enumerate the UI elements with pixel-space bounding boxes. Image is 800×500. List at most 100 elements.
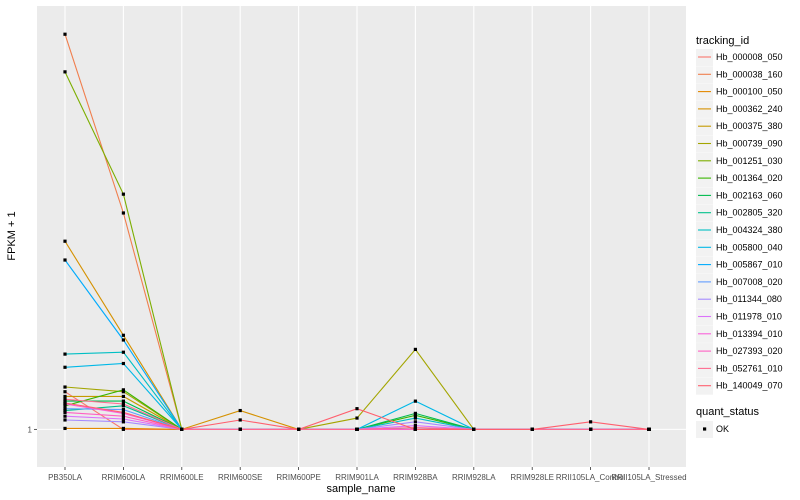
legend-label: Hb_000362_240 [716, 104, 783, 114]
data-point [238, 418, 242, 422]
x-axis-title: sample_name [326, 483, 395, 495]
legend-label: Hb_007008_020 [716, 277, 783, 287]
data-point [413, 425, 417, 430]
data-point [121, 338, 125, 342]
data-point [63, 258, 67, 262]
data-point [121, 333, 125, 337]
x-tick-label: RRIM600LE [160, 473, 204, 482]
legend-label: Hb_004324_380 [716, 225, 783, 235]
legend: tracking_id Hb_000008_050Hb_000038_160Hb… [696, 35, 783, 438]
data-point [63, 385, 67, 389]
data-point [63, 404, 67, 408]
legend-label: Hb_001251_030 [716, 156, 783, 166]
legend-label: Hb_000739_090 [716, 139, 783, 149]
data-point [63, 414, 67, 418]
data-point [647, 427, 651, 431]
data-point [63, 418, 67, 422]
data-point [63, 410, 67, 415]
legend-label: Hb_013394_010 [716, 329, 783, 339]
data-point [238, 427, 242, 431]
data-point [355, 416, 359, 420]
legend-label: Hb_001364_020 [716, 173, 783, 183]
data-point [63, 394, 67, 399]
legend-label: Hb_027393_020 [716, 346, 783, 356]
data-point [530, 427, 534, 431]
legend-label: Hb_002805_320 [716, 208, 783, 218]
legend-label: Hb_005800_040 [716, 242, 783, 252]
y-axis-title: FPKM + 1 [6, 211, 18, 260]
x-tick-label: RRIM928LA [452, 473, 496, 482]
data-point [355, 427, 359, 431]
data-point [63, 239, 67, 243]
x-tick-label: RRIM600LA [102, 473, 146, 482]
legend-label: Hb_000375_380 [716, 121, 783, 131]
x-axis-ticks: PB350LA RRIM600LA RRIM600LE RRIM600SE RRIM60… [48, 467, 687, 482]
panel-background [37, 6, 686, 467]
legend-label: Hb_011978_010 [716, 312, 782, 322]
square-marker-icon [703, 427, 707, 431]
data-point [121, 361, 125, 366]
shape-legend-label: OK [716, 424, 729, 434]
x-tick-label: RRIM901LA [335, 473, 379, 482]
data-point [121, 420, 125, 424]
data-point [121, 388, 125, 392]
data-point [63, 408, 67, 413]
data-point [121, 410, 125, 415]
data-point [63, 426, 67, 431]
data-point [121, 402, 125, 406]
data-point [413, 347, 417, 351]
legend-items: Hb_000008_050 Hb_000038_160 Hb_000100_050 H… [696, 49, 783, 395]
data-point [238, 408, 242, 413]
data-point [413, 411, 417, 415]
data-point [63, 407, 67, 411]
data-point [121, 192, 125, 196]
legend-label: Hb_000100_050 [716, 87, 783, 97]
legend-label: Hb_052761_010 [716, 363, 783, 373]
data-point [121, 394, 125, 399]
data-point [63, 399, 67, 403]
data-point [121, 404, 125, 408]
x-tick-label: RRIM600SE [218, 473, 262, 482]
x-tick-label: RRIM928LE [510, 473, 554, 482]
x-tick-label: PB350LA [48, 473, 82, 482]
data-point [472, 427, 476, 431]
series-points [63, 32, 651, 431]
data-point [63, 397, 67, 401]
data-point [413, 420, 417, 424]
data-point [63, 352, 67, 356]
x-tick-label: RRII105LA_Stressed [611, 473, 686, 482]
legend-label: Hb_011344_080 [716, 294, 782, 304]
legend-label: Hb_002163_060 [716, 190, 783, 200]
data-point [355, 407, 359, 411]
legend-label: Hb_140049_070 [716, 381, 783, 391]
data-point [121, 399, 125, 403]
x-tick-label: RRIM600PE [276, 473, 320, 482]
data-point [121, 414, 125, 418]
data-point [63, 32, 67, 36]
legend-label: Hb_000008_050 [716, 52, 783, 62]
data-point [180, 427, 184, 431]
y-tick-label: 1 [28, 425, 33, 434]
data-point [413, 413, 417, 417]
data-point [121, 390, 125, 394]
data-point [121, 211, 125, 215]
data-point [121, 408, 125, 412]
data-point [413, 427, 417, 431]
data-point [589, 427, 593, 431]
legend-title: tracking_id [696, 35, 749, 47]
x-tick-label: RRIM928BA [393, 473, 438, 482]
data-point [63, 390, 67, 394]
data-point [121, 417, 125, 421]
data-point [63, 365, 67, 369]
data-point [413, 416, 417, 420]
grid-x [64, 6, 650, 467]
data-point [63, 401, 67, 405]
data-point [297, 427, 301, 431]
x-tick-label: RRII105LA_Control [556, 473, 626, 482]
shape-legend-items: OK [696, 421, 729, 438]
y-axis-ticks: 1 [28, 425, 37, 434]
data-point [63, 70, 67, 74]
legend-label: Hb_000038_160 [716, 69, 783, 79]
data-point [413, 399, 417, 403]
